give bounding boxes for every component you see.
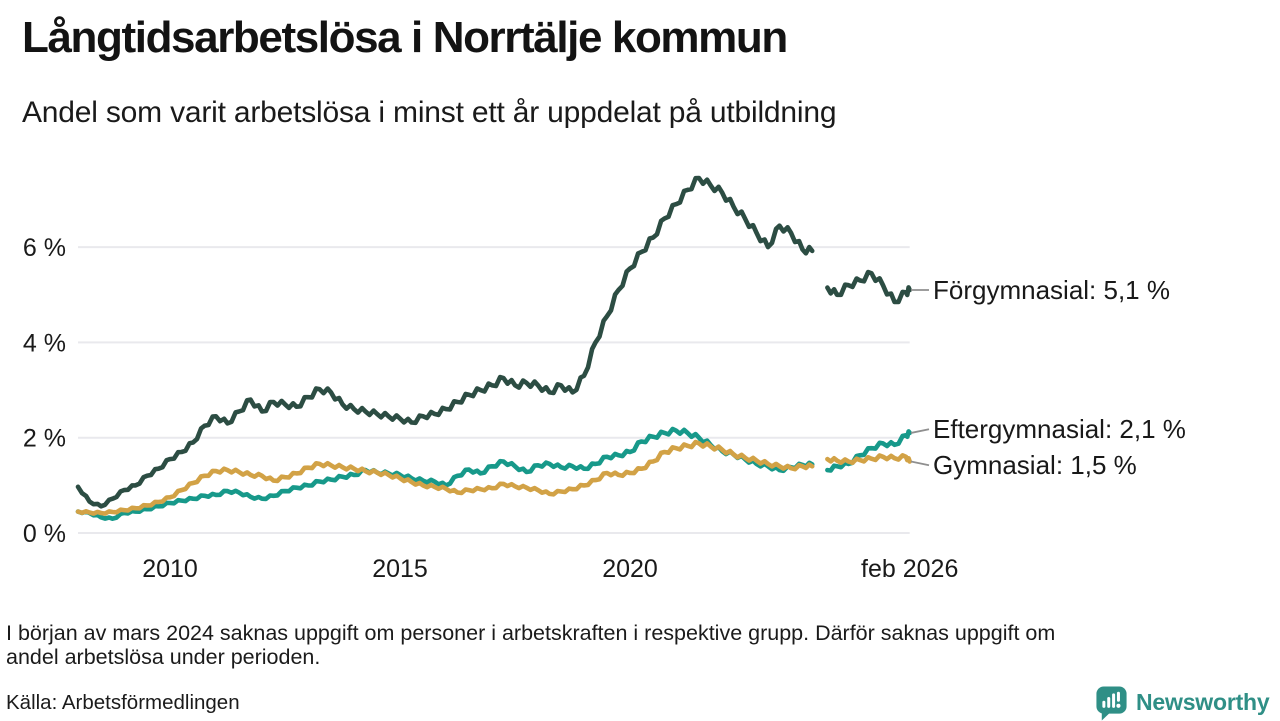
page-title: Långtidsarbetslösa i Norrtälje kommun [22,13,788,62]
newsworthy-logo: Newsworthy [1094,684,1270,721]
y-tick-label: 6 % [23,234,66,262]
source-note: Källa: Arbetsförmedlingen [6,691,240,714]
x-tick-label: 2015 [372,555,428,583]
footnote: I början av mars 2024 saknas uppgift om … [6,621,1241,669]
label-connector [910,460,930,467]
line-chart: 0 % 2 % 4 % 6 % 2010 2015 2020 feb 2026 Förgymna… [23,175,1186,583]
series-end-label-gymnasial: Gymnasial: 1,5 % [933,450,1137,480]
y-tick-label: 0 % [23,520,66,548]
series-line-gymnasial [75,439,912,516]
newsworthy-wordmark: Newsworthy [1136,689,1270,715]
y-tick-label: 2 % [23,425,66,453]
page-subtitle: Andel som varit arbetslösa i minst ett å… [22,96,837,129]
footnote-line-2: andel arbetslösa under perioden. [6,645,321,669]
footnote-line-1: I början av mars 2024 saknas uppgift om … [6,621,1056,645]
x-tick-label: 2010 [142,555,198,583]
x-tick-label: 2020 [602,555,658,583]
x-tick-label: feb 2026 [861,555,958,583]
series-end-label-förgymnasial: Förgymnasial: 5,1 % [933,275,1170,305]
y-tick-label: 4 % [23,329,66,357]
newsworthy-bubble-chart-icon [1096,686,1127,721]
series-line-eftergymnasial [75,426,912,521]
series-end-label-eftergymnasial: Eftergymnasial: 2,1 % [933,414,1186,444]
series-line-förgymnasial [75,175,912,509]
label-connector [910,428,930,434]
